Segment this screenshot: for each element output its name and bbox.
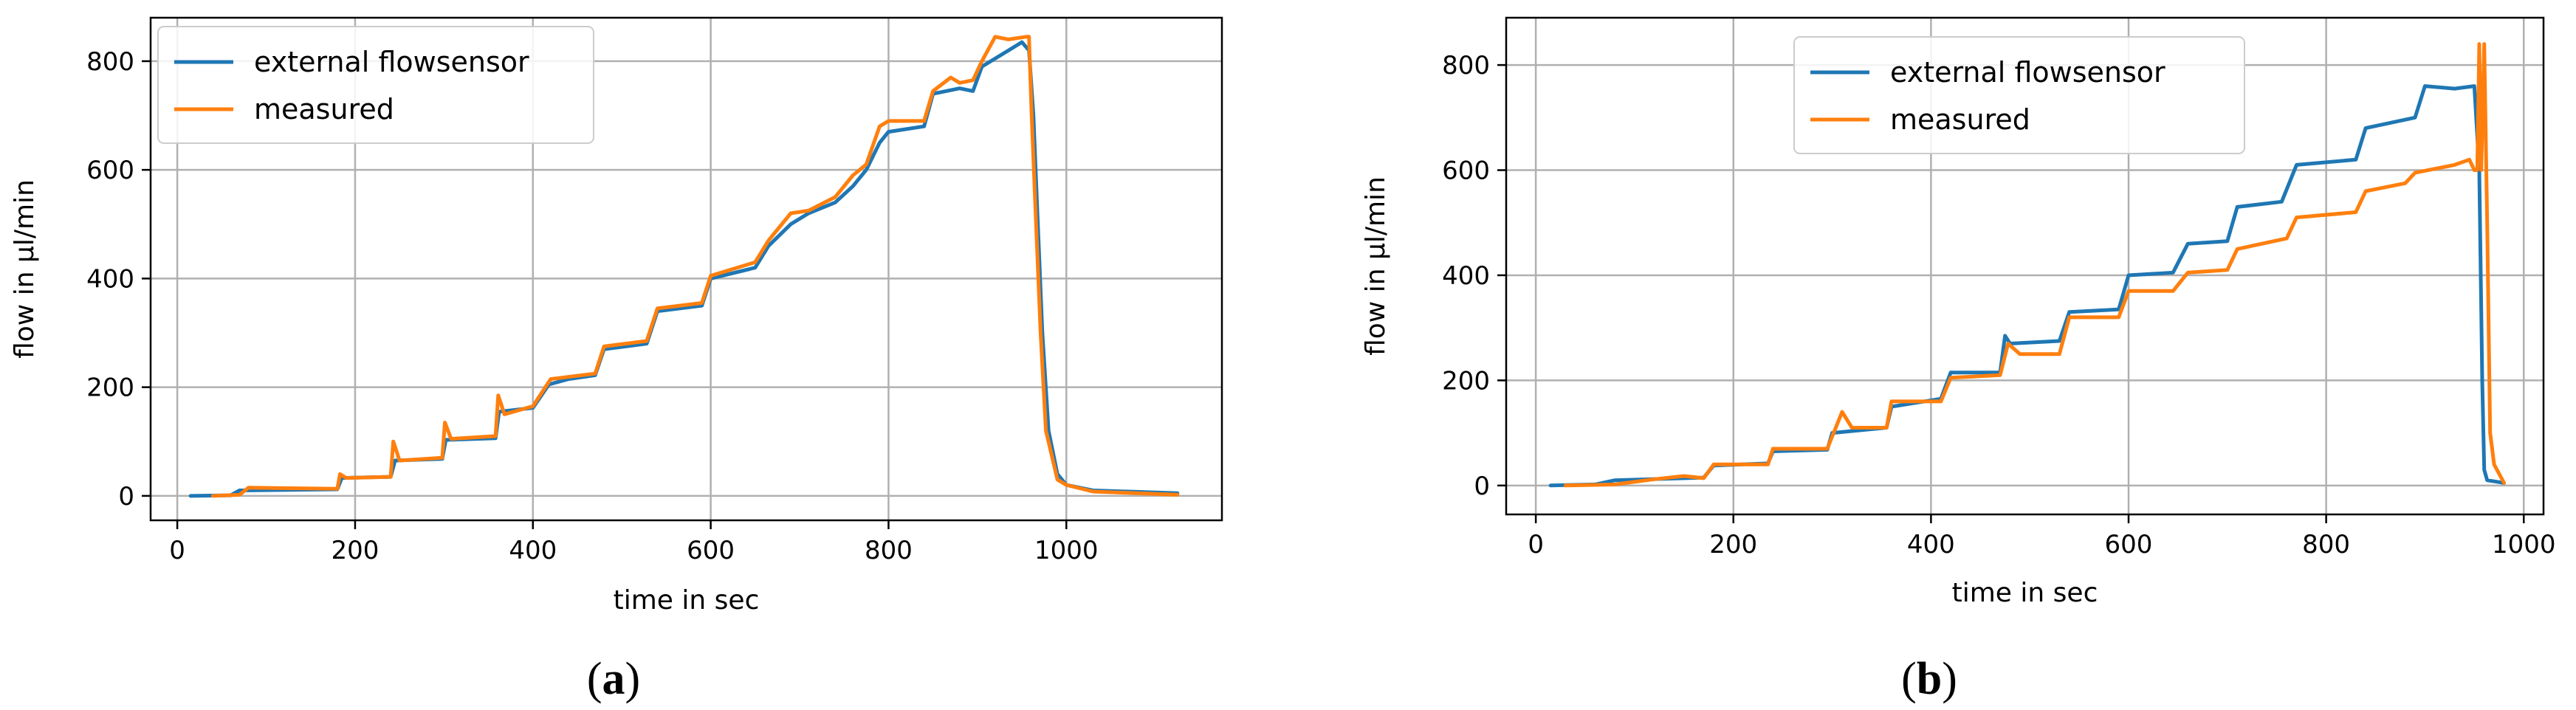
x-tick-label: 800 — [2302, 530, 2350, 559]
y-tick-label: 800 — [86, 47, 134, 77]
y-tick-label: 600 — [1442, 156, 1490, 186]
y-tick-label: 400 — [86, 264, 134, 294]
y-tick-label: 0 — [118, 482, 134, 511]
x-axis-label: time in sec — [1952, 578, 2098, 608]
y-axis-label: flow in µl/min — [10, 179, 40, 359]
legend-label: external flowsensor — [254, 46, 529, 78]
chart-b: 0 200 400 600 800 1000 0 200 400 600 800 time in se… — [1361, 16, 2556, 608]
plot-area — [188, 35, 1180, 498]
y-tick-label: 200 — [1442, 366, 1490, 396]
legend-label: measured — [1890, 103, 2030, 136]
legend-label: measured — [254, 93, 394, 125]
plot-area — [1548, 42, 2506, 488]
x-tick-label: 1000 — [1034, 536, 1099, 565]
chart-a: 0 200 400 600 800 1000 0 200 400 600 800 time in se… — [10, 16, 1223, 616]
x-tick-label: 400 — [1907, 530, 1955, 559]
y-tick-label: 200 — [86, 373, 134, 403]
x-tick-label: 0 — [169, 536, 185, 565]
y-tick-label: 800 — [1442, 51, 1490, 80]
y-axis-label: flow in µl/min — [1361, 176, 1391, 356]
legend-box — [157, 26, 594, 144]
y-tick-label: 0 — [1474, 472, 1490, 501]
caption-b: (b) — [1901, 654, 1957, 704]
x-tick-label: 1000 — [2492, 530, 2556, 559]
series-measured-line — [1563, 42, 2506, 488]
x-tick-label: 200 — [332, 536, 379, 565]
y-tick-label: 400 — [1442, 261, 1490, 291]
x-tick-label: 400 — [509, 536, 557, 565]
x-axis-label: time in sec — [614, 585, 760, 616]
y-tick-label: 600 — [86, 156, 134, 185]
caption-a: (a) — [587, 654, 640, 704]
series-measured-line — [210, 35, 1180, 498]
axes-frame — [1505, 16, 2545, 516]
x-tick-label: 200 — [1709, 530, 1757, 559]
legend-box — [1793, 36, 2245, 154]
x-tick-label: 800 — [865, 536, 913, 565]
axes-frame — [149, 16, 1223, 522]
x-tick-label: 600 — [687, 536, 735, 565]
x-tick-label: 0 — [1528, 530, 1544, 559]
x-tick-label: 600 — [2105, 530, 2153, 559]
legend-label: external flowsensor — [1890, 56, 2165, 89]
